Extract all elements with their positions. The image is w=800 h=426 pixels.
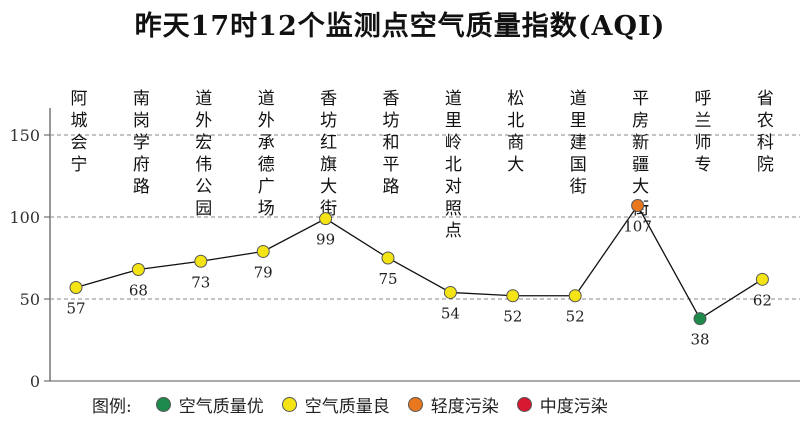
data-label-6: 54 [441, 304, 460, 322]
data-point-7 [506, 289, 520, 303]
data-label-0: 57 [66, 300, 85, 318]
legend-dot-moderate [516, 397, 532, 412]
data-label-10: 38 [690, 331, 709, 349]
legend-item-light: 轻度污染 [407, 392, 499, 417]
chart-legend: 图例: 空气质量优 空气质量良 轻度污染 中度污染 [92, 392, 608, 417]
y-tick-label-100: 100 [9, 208, 40, 227]
y-tick-label-50: 50 [20, 290, 40, 309]
data-point-6 [443, 285, 457, 299]
legend-label-excellent: 空气质量优 [178, 397, 264, 417]
x-tick-label-10: 呼兰师专 [695, 89, 712, 175]
x-tick-label-7: 松北商大 [507, 89, 524, 175]
data-point-3 [256, 244, 270, 258]
series-line [75, 204, 763, 320]
data-label-7: 52 [503, 308, 522, 326]
data-point-4 [319, 212, 333, 226]
data-label-9: 107 [623, 218, 652, 236]
x-tick-label-6: 道里岭北对照点 [445, 89, 462, 241]
legend-item-good: 空气质量良 [281, 392, 390, 417]
x-tick-label-3: 道外承德广场 [258, 89, 275, 219]
data-point-5 [381, 251, 395, 265]
data-label-4: 99 [316, 231, 335, 249]
chart-title: 昨天17时12个监测点空气质量指数(AQI) [134, 11, 666, 42]
data-point-2 [194, 254, 208, 268]
x-tick-label-5: 香坊和平路 [383, 89, 400, 197]
legend-label-good: 空气质量良 [304, 397, 390, 417]
x-tick-label-1: 南岗学府路 [133, 89, 150, 197]
legend-dot-light [407, 397, 423, 412]
y-tick-label-0: 0 [30, 372, 40, 391]
legend-dot-excellent [155, 397, 171, 412]
legend-title: 图例: [92, 397, 132, 417]
data-point-0 [69, 281, 83, 295]
x-tick-label-0: 阿城会宁 [71, 89, 88, 175]
x-tick-label-8: 道里建国街 [570, 89, 587, 197]
data-label-2: 73 [191, 273, 210, 291]
data-point-8 [568, 289, 582, 303]
legend-dot-good [281, 397, 297, 412]
data-label-11: 62 [753, 291, 772, 309]
x-tick-label-2: 道外宏伟公园 [195, 89, 212, 219]
x-tick-label-11: 省农科院 [757, 89, 774, 175]
y-tick-label-150: 150 [9, 126, 40, 145]
legend-item-moderate: 中度污染 [516, 392, 608, 417]
data-point-10 [693, 312, 707, 326]
x-tick-label-9: 平房新疆大街 [632, 89, 649, 219]
data-point-1 [131, 262, 145, 276]
legend-label-light: 轻度污染 [430, 397, 499, 417]
data-label-8: 52 [566, 308, 585, 326]
data-label-3: 79 [254, 263, 273, 281]
data-point-11 [755, 272, 769, 286]
x-tick-label-4: 香坊红旗大街 [320, 89, 337, 219]
legend-item-excellent: 空气质量优 [155, 392, 264, 417]
data-label-5: 75 [378, 270, 397, 288]
legend-label-moderate: 中度污染 [539, 397, 608, 417]
data-point-9 [631, 199, 645, 213]
data-label-1: 68 [129, 281, 148, 299]
